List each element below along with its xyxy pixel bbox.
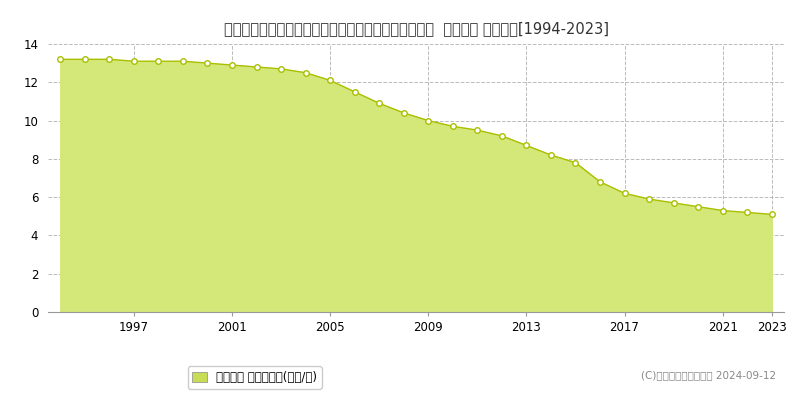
Text: (C)土地価格ドットコム 2024-09-12: (C)土地価格ドットコム 2024-09-12 [641,370,776,380]
Title: 和歌山県東牟婁郡太地町大字森浦字汐入５５１番３９  地価公示 地価推移[1994-2023]: 和歌山県東牟婁郡太地町大字森浦字汐入５５１番３９ 地価公示 地価推移[1994-… [223,21,609,36]
Legend: 地価公示 平均坪単価(万円/坪): 地価公示 平均坪単価(万円/坪) [188,366,322,388]
